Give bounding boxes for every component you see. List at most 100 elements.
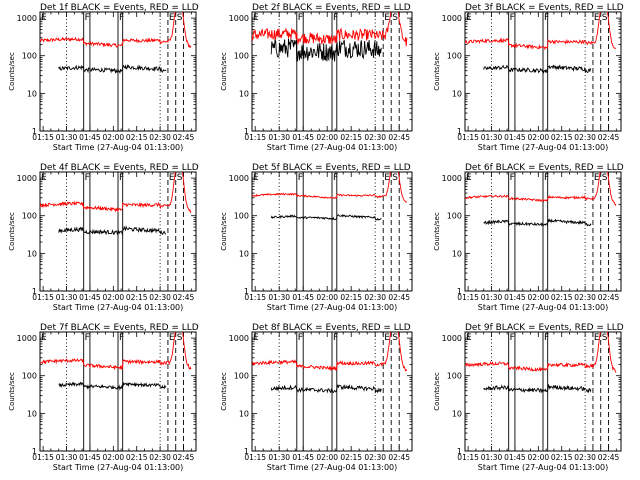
y-tick-label: 10	[239, 89, 249, 98]
x-tick-label: 01:45	[292, 293, 314, 302]
x-tick-label: 01:15	[457, 453, 479, 462]
interval-marker-label: F	[298, 333, 303, 343]
y-tick-label: 1000	[229, 14, 249, 23]
y-tick-label: 100	[234, 52, 249, 61]
y-tick-label: 10	[239, 409, 249, 418]
panel-title: Det 8f BLACK = Events, RED = LLD	[252, 323, 411, 333]
x-tick-label: 02:30	[364, 293, 386, 302]
interval-marker-label: F	[510, 173, 515, 183]
events-series-line	[58, 381, 167, 391]
y-tick-label: 1000	[442, 334, 462, 343]
x-tick-label: 02:15	[340, 453, 362, 462]
y-axis-label: Counts/sec	[220, 212, 228, 251]
y-tick-label: 1	[32, 447, 37, 456]
x-tick-label: 02:15	[551, 293, 573, 302]
x-axis-label: Start Time (27-Aug-04 01:13:00)	[53, 303, 184, 312]
panel-6: Det 6f BLACK = Events, RED = LLD Counts/s…	[433, 163, 624, 312]
x-axis-label: Start Time (27-Aug-04 01:13:00)	[267, 463, 398, 472]
x-tick-label: 01:30	[268, 133, 290, 142]
y-axis-label: Counts/sec	[8, 372, 16, 411]
y-tick-label: 1	[244, 287, 249, 296]
panel-7: Det 7f BLACK = Events, RED = LLD Counts/s…	[8, 323, 199, 472]
x-tick-label: 01:45	[504, 293, 526, 302]
x-tick-label: 01:30	[56, 453, 78, 462]
x-tick-label: 02:15	[340, 293, 362, 302]
y-tick-label: 1	[244, 127, 249, 136]
x-tick-label: 02:45	[173, 133, 195, 142]
x-tick-label: 02:45	[598, 293, 620, 302]
y-tick-label: 1000	[17, 174, 37, 183]
x-tick-label: 01:45	[79, 293, 101, 302]
lld-series-line	[40, 172, 192, 214]
x-tick-label: 01:45	[504, 133, 526, 142]
lld-series-line	[252, 12, 408, 47]
y-tick-label: 100	[22, 52, 37, 61]
y-axis-label: Counts/sec	[220, 372, 228, 411]
panel-title: Det 3f BLACK = Events, RED = LLD	[465, 3, 624, 13]
interval-marker-label: F	[333, 333, 338, 343]
panel-9: Det 9f BLACK = Events, RED = LLD Counts/s…	[433, 323, 624, 472]
x-axis-label: Start Time (27-Aug-04 01:13:00)	[267, 143, 398, 152]
y-axis-label: Counts/sec	[8, 52, 16, 91]
y-tick-label: 1000	[17, 334, 37, 343]
x-tick-label: 02:45	[388, 453, 410, 462]
events-series-line	[483, 218, 592, 227]
x-tick-label: 02:30	[574, 453, 596, 462]
interval-marker-label: E	[594, 173, 600, 183]
x-tick-label: 02:45	[173, 293, 195, 302]
y-tick-label: 1	[244, 447, 249, 456]
x-tick-label: 02:00	[528, 453, 550, 462]
interval-marker-label: S	[392, 173, 398, 183]
lld-series-line	[465, 172, 617, 206]
interval-marker-label: F	[85, 173, 90, 183]
interval-marker-label: E	[253, 333, 259, 343]
x-tick-label: 02:00	[528, 293, 550, 302]
panel-2: Det 2f BLACK = Events, RED = LLD Counts/s…	[220, 3, 413, 152]
x-tick-label: 01:15	[457, 133, 479, 142]
panel-5: Det 5f BLACK = Events, RED = LLD Counts/s…	[220, 163, 413, 312]
x-tick-label: 02:30	[364, 133, 386, 142]
x-tick-label: 02:45	[173, 453, 195, 462]
x-tick-label: 02:00	[103, 453, 125, 462]
interval-marker-label: S	[602, 333, 608, 343]
events-series-line	[483, 64, 592, 74]
x-tick-label: 02:15	[126, 293, 148, 302]
lld-series-line	[40, 332, 192, 371]
y-axis-label: Counts/sec	[433, 372, 441, 411]
x-tick-label: 02:00	[316, 133, 338, 142]
x-tick-label: 01:30	[481, 133, 503, 142]
y-tick-label: 1	[32, 127, 37, 136]
lld-series-line	[465, 332, 617, 373]
y-tick-label: 1000	[229, 174, 249, 183]
x-tick-label: 01:30	[481, 293, 503, 302]
interval-marker-label: E	[41, 13, 47, 23]
x-tick-label: 02:00	[103, 293, 125, 302]
y-tick-label: 10	[452, 249, 462, 258]
interval-marker-label: E	[594, 13, 600, 23]
x-tick-label: 02:15	[340, 133, 362, 142]
y-tick-label: 10	[452, 89, 462, 98]
y-tick-label: 1000	[442, 14, 462, 23]
y-axis-label: Counts/sec	[8, 212, 16, 251]
panel-title: Det 4f BLACK = Events, RED = LLD	[40, 163, 199, 173]
panel-8: Det 8f BLACK = Events, RED = LLD Counts/s…	[220, 323, 413, 472]
interval-marker-label: F	[544, 13, 549, 23]
interval-marker-label: E	[466, 13, 472, 23]
events-series-line	[270, 384, 382, 394]
lld-series-line	[465, 12, 617, 51]
x-axis-label: Start Time (27-Aug-04 01:13:00)	[53, 143, 184, 152]
x-tick-label: 01:15	[457, 293, 479, 302]
x-tick-label: 02:15	[551, 453, 573, 462]
panel-1: Det 1f BLACK = Events, RED = LLD Counts/s…	[8, 3, 199, 152]
interval-marker-label: E	[253, 173, 259, 183]
y-tick-label: 1	[457, 447, 462, 456]
x-tick-label: 01:15	[244, 133, 266, 142]
interval-marker-label: F	[85, 333, 90, 343]
y-tick-label: 10	[27, 249, 37, 258]
interval-marker-label: F	[510, 333, 515, 343]
interval-marker-label: S	[177, 173, 183, 183]
interval-marker-label: F	[544, 173, 549, 183]
y-tick-label: 10	[239, 249, 249, 258]
x-tick-label: 01:30	[481, 453, 503, 462]
y-tick-label: 100	[234, 212, 249, 221]
